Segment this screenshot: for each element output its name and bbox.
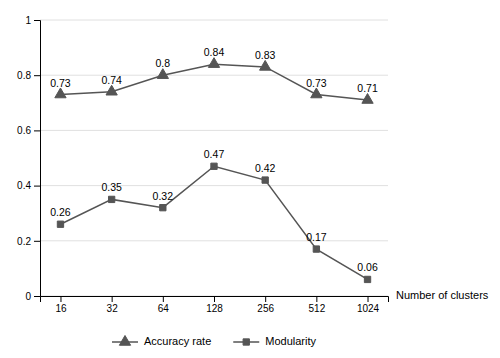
- data-label: 0.35: [101, 181, 122, 193]
- x-tick-label: 16: [55, 303, 67, 314]
- x-tick-mark: [368, 296, 369, 302]
- series-marker: [311, 88, 322, 98]
- x-tick: 1024: [357, 296, 380, 314]
- chart-container: 0 0.2 0.4 0.6 0.8 1 16 32 64 128 256 512 1024 Number …: [0, 0, 500, 358]
- y-tick: 0.8: [17, 70, 40, 81]
- y-tick-label: 0.2: [17, 236, 31, 247]
- y-tick-mark: [34, 20, 40, 21]
- x-tick: 512: [309, 296, 326, 314]
- legend-marker: [119, 335, 130, 345]
- x-tick: 64: [158, 296, 170, 314]
- series-marker: [57, 221, 63, 227]
- legend-item: Accuracy rate: [112, 335, 211, 347]
- x-tick-mark: [112, 296, 113, 302]
- legend-label: Modularity: [265, 335, 316, 347]
- x-axis-label: Number of clusters: [396, 289, 489, 301]
- x-tick-mark: [316, 296, 317, 302]
- legend-marker: [243, 339, 249, 345]
- marks: [55, 58, 373, 283]
- series-line: [60, 64, 367, 100]
- x-tick-label: 512: [309, 303, 326, 314]
- x-axis-line: [41, 297, 389, 303]
- data-label: 0.73: [306, 77, 327, 89]
- y-tick-mark: [34, 130, 40, 131]
- grid-line: [40, 75, 388, 76]
- series-marker: [160, 205, 166, 211]
- grid-line: [40, 240, 388, 241]
- grid-line: [40, 20, 388, 21]
- y-tick: 0.4: [17, 180, 40, 191]
- y-tick-label: 0.4: [17, 180, 31, 191]
- x-tick-label: 128: [206, 303, 223, 314]
- y-axis: 0 0.2 0.4 0.6 0.8 1: [17, 15, 40, 302]
- series-marker: [208, 58, 219, 68]
- x-tick-mark: [214, 296, 215, 302]
- grid-line: [40, 130, 388, 131]
- data-label: 0.42: [255, 162, 276, 174]
- series-marker: [55, 88, 66, 98]
- data-label: 0.74: [101, 74, 122, 86]
- data-label: 0.83: [255, 49, 276, 61]
- x-tick: 16: [55, 296, 67, 314]
- legend: Accuracy rate Modularity: [112, 335, 316, 347]
- grid: [40, 20, 388, 296]
- data-label: 0.26: [50, 206, 71, 218]
- x-tick-label: 1024: [357, 303, 380, 314]
- series-marker: [106, 85, 117, 95]
- data-label: 0.06: [357, 261, 378, 273]
- data-label: 0.32: [153, 190, 174, 202]
- data-label: 0.71: [357, 82, 378, 94]
- data-labels: 0.73 0.74 0.8 0.84 0.83 0.73 0.71 0.26 0.35 0.32 0…: [50, 46, 378, 273]
- x-tick-mark: [60, 296, 61, 302]
- data-label: 0.47: [204, 148, 225, 160]
- y-tick: 0.6: [17, 125, 40, 136]
- series-line: [60, 166, 367, 279]
- x-tick: 256: [257, 296, 274, 314]
- series-marker: [211, 163, 217, 169]
- y-tick: 0: [25, 291, 40, 302]
- series-marker: [313, 246, 319, 252]
- y-tick-label: 0.8: [17, 70, 31, 81]
- x-tick-mark: [265, 296, 266, 302]
- x-tick-mark: [163, 296, 164, 302]
- y-tick-mark: [34, 241, 40, 242]
- x-tick-label: 256: [257, 303, 274, 314]
- x-tick-label: 32: [107, 303, 119, 314]
- y-tick-label: 0: [25, 291, 31, 302]
- y-tick-mark: [34, 186, 40, 187]
- series-marker: [364, 276, 370, 282]
- data-label: 0.17: [306, 231, 327, 243]
- legend-item: Modularity: [233, 335, 316, 347]
- legend-label: Accuracy rate: [144, 335, 211, 347]
- x-tick: 32: [107, 296, 119, 314]
- series-marker: [362, 94, 373, 104]
- x-tick-label: 64: [158, 303, 170, 314]
- y-tick-label: 1: [25, 15, 31, 26]
- x-tick: 128: [206, 296, 223, 314]
- y-tick-label: 0.6: [17, 125, 31, 136]
- chart-svg: 0 0.2 0.4 0.6 0.8 1 16 32 64 128 256 512 1024 Number …: [0, 0, 500, 358]
- series-marker: [262, 177, 268, 183]
- y-tick-mark: [34, 296, 40, 297]
- data-label: 0.8: [156, 57, 171, 69]
- data-label: 0.73: [50, 77, 71, 89]
- plot-area: 0 0.2 0.4 0.6 0.8 1 16 32 64 128 256 512 1024 Number …: [17, 15, 489, 314]
- series-marker: [108, 196, 114, 202]
- y-tick: 0.2: [17, 236, 40, 247]
- series-marker: [260, 60, 271, 70]
- grid-line: [40, 185, 388, 186]
- y-axis-line: [34, 21, 41, 297]
- y-tick: 1: [25, 15, 40, 26]
- series-marker: [157, 69, 168, 79]
- y-tick-mark: [34, 75, 40, 76]
- data-label: 0.84: [204, 46, 225, 58]
- x-axis: 16 32 64 128 256 512 1024: [41, 296, 389, 314]
